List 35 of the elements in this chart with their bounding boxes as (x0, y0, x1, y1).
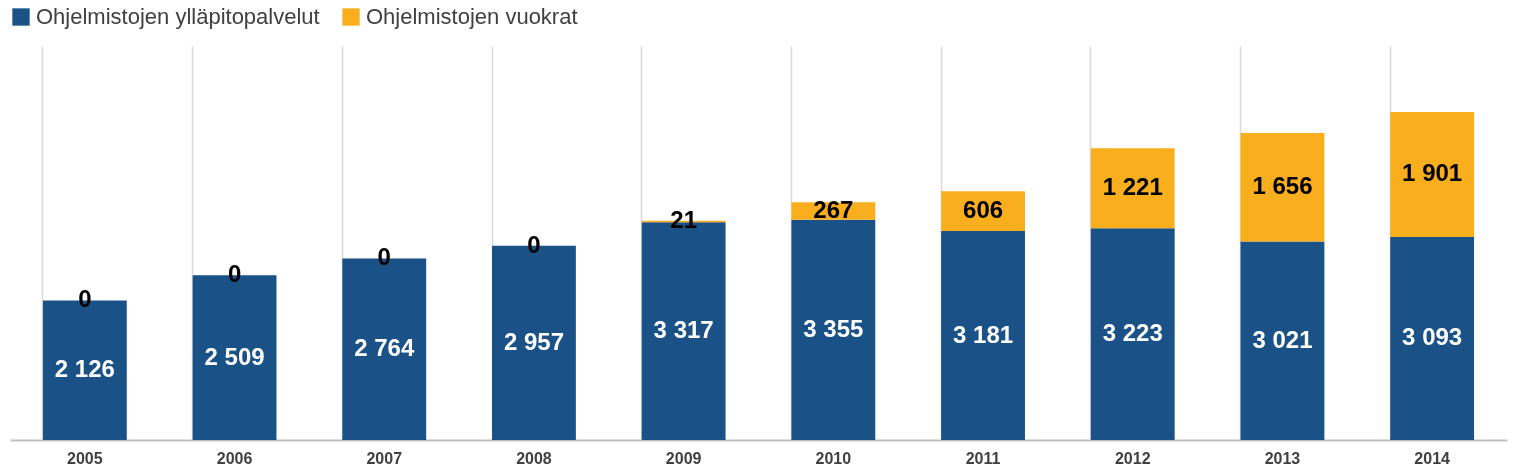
x-tick-label: 2009 (665, 449, 702, 467)
data-label: 3 093 (1402, 323, 1463, 351)
data-label: 2 126 (54, 355, 115, 383)
x-tick-label: 2014 (1414, 449, 1451, 467)
data-label: 1 221 (1102, 173, 1163, 201)
x-tick-label: 2010 (815, 449, 852, 467)
legend-label: Ohjelmistojen ylläpitopalvelut (36, 4, 320, 29)
data-label: 606 (963, 196, 1004, 224)
data-label: 1 656 (1252, 172, 1313, 200)
bar (1390, 112, 1475, 237)
bar (1090, 148, 1175, 229)
bar (941, 231, 1025, 440)
bar (1090, 228, 1175, 440)
data-label: 2 764 (354, 334, 415, 362)
x-tick-label: 2005 (67, 449, 103, 467)
data-label: 3 317 (653, 316, 714, 344)
x-tick-label: 2007 (366, 449, 403, 467)
bar (1240, 241, 1325, 440)
data-label: 1 901 (1402, 159, 1463, 187)
data-label: 2 957 (503, 327, 564, 355)
x-tick-label: 2013 (1264, 449, 1301, 467)
data-label: 267 (813, 195, 854, 223)
data-label: 3 021 (1252, 325, 1313, 353)
data-label: 3 355 (803, 314, 864, 342)
data-label: 2 509 (204, 342, 265, 370)
x-tick-label: 2006 (216, 449, 253, 467)
x-tick-label: 2011 (965, 449, 1001, 467)
bar (791, 219, 876, 440)
x-tick-label: 2012 (1114, 449, 1151, 467)
bar (1390, 236, 1475, 440)
data-label: 3 181 (953, 320, 1014, 348)
bar (1240, 132, 1325, 242)
x-tick-label: 2008 (516, 449, 552, 467)
data-label: 3 223 (1102, 319, 1163, 347)
legend-label: Ohjelmistojen vuokrat (366, 4, 578, 29)
